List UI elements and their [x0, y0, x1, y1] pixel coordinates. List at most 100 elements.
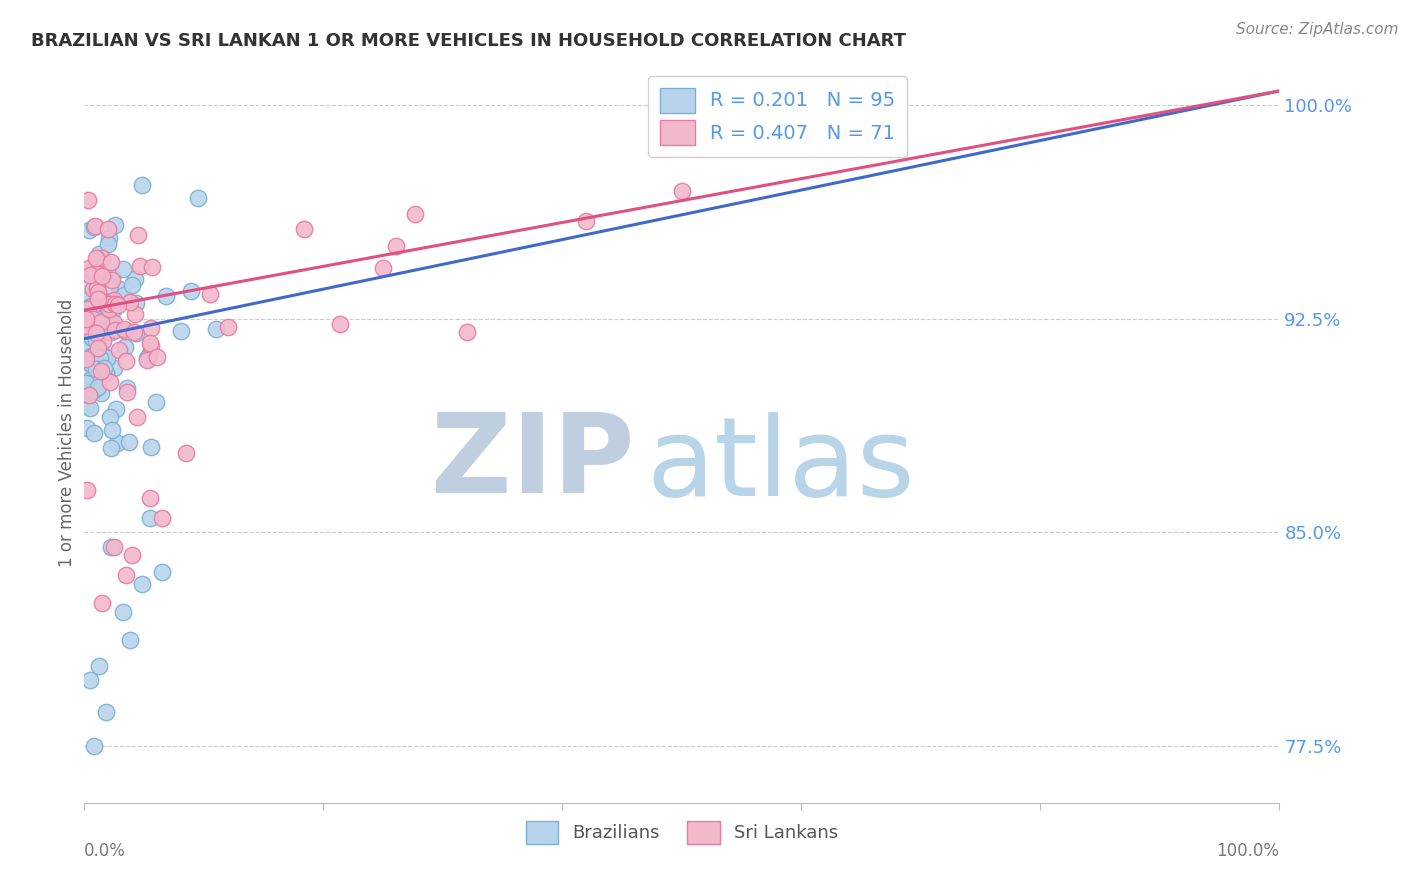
Point — [103, 540, 125, 554]
Point — [82, 311, 104, 326]
Point — [79, 373, 101, 387]
Point — [112, 321, 135, 335]
Point — [104, 402, 127, 417]
Point — [93, 360, 115, 375]
Point — [104, 323, 127, 337]
Point — [80, 331, 103, 345]
Point — [84, 326, 107, 340]
Point — [96, 351, 118, 366]
Point — [98, 297, 121, 311]
Point — [131, 576, 153, 591]
Point — [90, 386, 112, 401]
Point — [90, 364, 112, 378]
Point — [155, 288, 177, 302]
Point — [79, 223, 101, 237]
Point — [100, 255, 122, 269]
Text: atlas: atlas — [647, 412, 914, 519]
Point — [91, 334, 114, 348]
Point — [124, 307, 146, 321]
Point — [97, 301, 120, 316]
Text: 100.0%: 100.0% — [1216, 842, 1279, 860]
Point — [103, 218, 125, 232]
Point — [139, 511, 162, 525]
Point — [77, 300, 100, 314]
Point — [170, 324, 193, 338]
Point — [384, 239, 406, 253]
Point — [329, 317, 352, 331]
Point — [82, 299, 104, 313]
Point — [77, 193, 100, 207]
Point — [139, 320, 162, 334]
Point — [80, 357, 103, 371]
Point — [100, 273, 122, 287]
Point — [97, 222, 120, 236]
Text: 0.0%: 0.0% — [84, 842, 127, 860]
Point — [82, 318, 104, 333]
Point — [456, 325, 478, 339]
Point — [89, 298, 111, 312]
Point — [75, 289, 97, 303]
Point — [84, 362, 107, 376]
Point — [77, 388, 100, 402]
Text: ZIP: ZIP — [430, 409, 634, 516]
Point — [118, 633, 141, 648]
Legend: Brazilians, Sri Lankans: Brazilians, Sri Lankans — [516, 812, 848, 853]
Point — [120, 295, 142, 310]
Point — [104, 297, 127, 311]
Point — [145, 394, 167, 409]
Point — [89, 247, 111, 261]
Point — [90, 315, 112, 329]
Point — [83, 348, 105, 362]
Point — [98, 410, 121, 425]
Point — [98, 303, 121, 318]
Point — [100, 540, 122, 554]
Point — [200, 287, 222, 301]
Point — [76, 483, 98, 498]
Point — [75, 399, 97, 413]
Point — [89, 323, 111, 337]
Point — [100, 441, 122, 455]
Point — [91, 597, 114, 611]
Point — [94, 366, 117, 380]
Y-axis label: 1 or more Vehicles in Household: 1 or more Vehicles in Household — [58, 299, 76, 566]
Point — [141, 260, 163, 275]
Point — [86, 333, 108, 347]
Point — [86, 369, 108, 384]
Point — [108, 282, 131, 296]
Point — [76, 301, 98, 316]
Point — [87, 357, 110, 371]
Point — [77, 261, 100, 276]
Point — [87, 659, 110, 673]
Point — [138, 348, 160, 362]
Point — [103, 361, 125, 376]
Point — [79, 384, 101, 399]
Point — [141, 339, 163, 353]
Point — [115, 381, 138, 395]
Text: BRAZILIAN VS SRI LANKAN 1 OR MORE VEHICLES IN HOUSEHOLD CORRELATION CHART: BRAZILIAN VS SRI LANKAN 1 OR MORE VEHICL… — [31, 32, 905, 50]
Point — [404, 206, 426, 220]
Point — [84, 268, 107, 283]
Point — [90, 268, 112, 283]
Point — [86, 311, 108, 326]
Point — [97, 231, 120, 245]
Point — [101, 423, 124, 437]
Point — [89, 341, 111, 355]
Point — [135, 351, 157, 365]
Point — [97, 237, 120, 252]
Point — [91, 326, 114, 341]
Point — [79, 268, 101, 282]
Point — [84, 268, 107, 283]
Point — [94, 705, 117, 719]
Point — [205, 322, 228, 336]
Point — [83, 220, 105, 235]
Point — [75, 318, 97, 333]
Point — [174, 445, 197, 459]
Point — [100, 325, 122, 339]
Point — [125, 409, 148, 424]
Point — [87, 318, 110, 333]
Point — [139, 491, 162, 505]
Point — [79, 673, 101, 688]
Point — [75, 343, 97, 358]
Point — [86, 281, 108, 295]
Point — [75, 312, 97, 326]
